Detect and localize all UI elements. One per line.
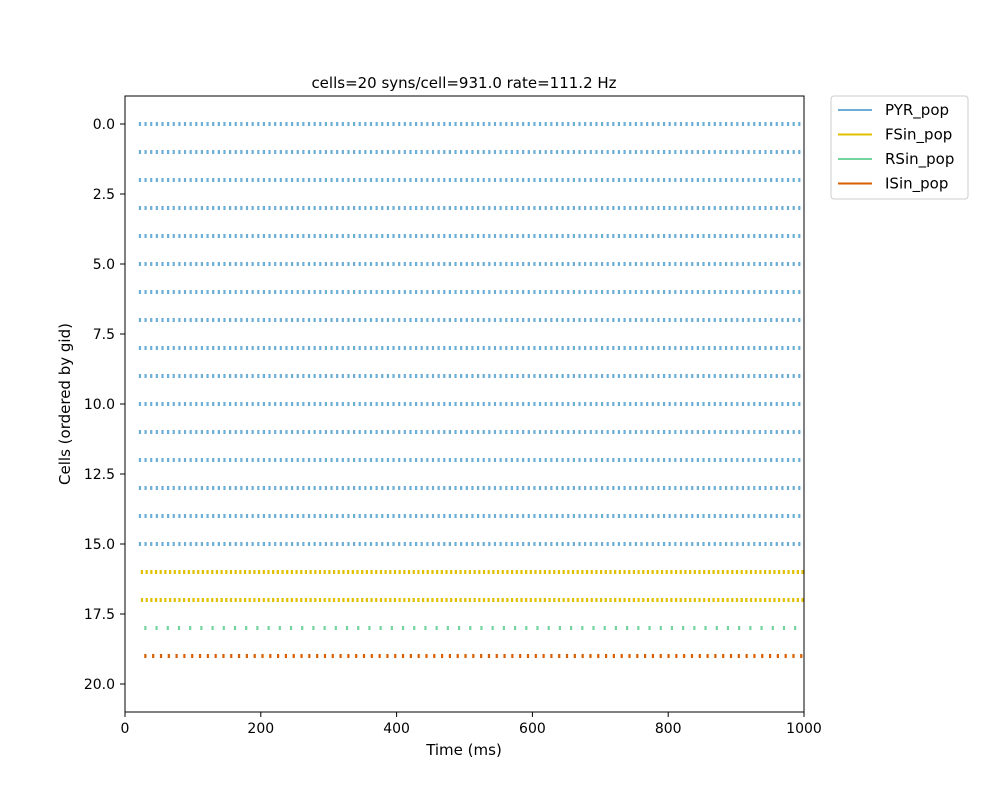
y-tick-label: 10.0 [84, 397, 115, 413]
spike-train-cell-10 [138, 402, 801, 406]
legend-box [830, 95, 969, 200]
spike-train-cell-15 [138, 542, 801, 546]
y-tick-label: 12.5 [84, 467, 115, 483]
x-tick-label: 1000 [786, 721, 822, 737]
spike-train-cell-13 [138, 486, 801, 490]
x-axis-label: Time (ms) [425, 741, 502, 759]
legend-item: PYR_pop [838, 101, 949, 120]
spike-train-cell-7 [138, 318, 801, 322]
spike-train-cell-16 [140, 570, 804, 574]
x-tick-label: 200 [247, 721, 274, 737]
x-tick-label: 600 [519, 721, 546, 737]
spike-train-cell-18 [144, 626, 797, 630]
x-tick-label: 0 [121, 721, 130, 737]
chart-title: cells=20 syns/cell=931.0 rate=111.2 Hz [311, 74, 616, 92]
x-tick-label: 400 [383, 721, 410, 737]
y-tick-label: 2.5 [93, 187, 115, 203]
y-axis: 0.0 2.5 5.0 7.5 10.0 12.5 15.0 17.5 20.0 [84, 117, 125, 693]
spike-train-cell-3 [138, 206, 801, 210]
spike-train-cell-11 [138, 430, 801, 434]
y-tick-label: 7.5 [93, 327, 115, 343]
legend-item: FSin_pop [838, 126, 952, 145]
legend-label: RSin_pop [885, 150, 954, 169]
spike-train-cell-17 [140, 598, 804, 602]
y-axis-label: Cells (ordered by gid) [56, 323, 74, 485]
legend-label: ISin_pop [885, 175, 948, 194]
legend: PYR_pop FSin_pop RSin_pop ISin_pop [830, 95, 969, 200]
y-tick-label: 17.5 [84, 607, 115, 623]
y-tick-label: 5.0 [93, 257, 115, 273]
spike-train-cell-2 [138, 178, 801, 182]
spike-train-cell-0 [138, 122, 801, 126]
spike-train-cell-19 [144, 654, 803, 658]
spike-train-cell-8 [138, 346, 801, 350]
spike-train-cell-1 [138, 150, 801, 154]
spike-train-cell-5 [138, 262, 801, 266]
x-tick-label: 800 [655, 721, 682, 737]
plot-frame [124, 95, 805, 713]
spike-train-cell-6 [138, 290, 801, 294]
spike-train-cell-4 [138, 234, 801, 238]
legend-item: ISin_pop [838, 175, 948, 194]
legend-item: RSin_pop [838, 150, 954, 169]
legend-label: PYR_pop [885, 101, 949, 120]
spike-train-cell-12 [138, 458, 801, 462]
spike-train-cell-14 [138, 514, 801, 518]
y-tick-label: 20.0 [84, 677, 115, 693]
spike-train-cell-9 [138, 374, 801, 378]
y-tick-label: 0.0 [93, 117, 115, 133]
y-tick-label: 15.0 [84, 537, 115, 553]
x-axis: 0 200 400 600 800 1000 [121, 712, 822, 737]
legend-label: FSin_pop [885, 126, 952, 145]
plot-area [138, 122, 804, 658]
